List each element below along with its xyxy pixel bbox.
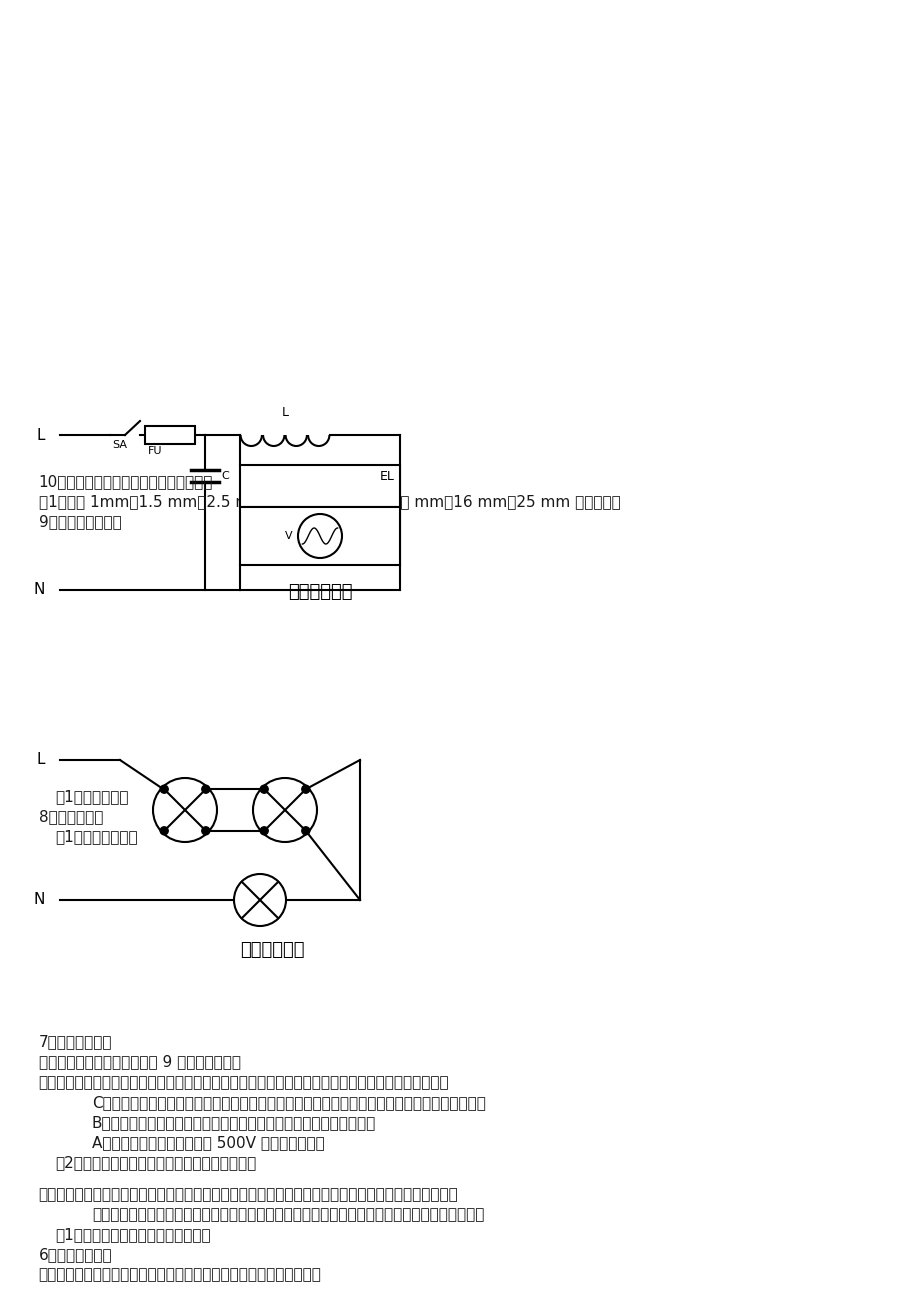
Circle shape	[160, 785, 168, 793]
Text: 10、三相鼠笼异步电机单向运行的接线图: 10、三相鼠笼异步电机单向运行的接线图	[39, 474, 213, 490]
Text: 双路电源或多路电源供电的变、配电所，在检修后或送点前，不论是否需要并列运行都必须进行核: 双路电源或多路电源供电的变、配电所，在检修后或送点前，不论是否需要并列运行都必须…	[92, 1207, 483, 1223]
Text: SA: SA	[112, 440, 127, 450]
Circle shape	[233, 874, 286, 926]
Text: 方法核另外两相。三项共核对 9 次，并做记录。: 方法核另外两相。三项共核对 9 次，并做记录。	[39, 1055, 241, 1070]
Text: 9、识别导线截面积: 9、识别导线截面积	[39, 514, 121, 530]
Text: N: N	[34, 892, 45, 907]
Text: 6、用电压表核相: 6、用电压表核相	[39, 1247, 112, 1263]
Text: L: L	[37, 753, 45, 767]
Text: （1）、绘制接线图: （1）、绘制接线图	[55, 829, 138, 845]
Text: L: L	[281, 406, 289, 419]
Text: B、分别测量每路电源的线电压，若不缺相，线电压正常则开始核相。: B、分别测量每路电源的线电压，若不缺相，线电压正常则开始核相。	[92, 1115, 376, 1130]
Text: C: C	[221, 471, 229, 480]
Text: 8、楼梯等接线: 8、楼梯等接线	[39, 810, 103, 824]
Circle shape	[253, 779, 317, 842]
Text: V: V	[285, 531, 292, 542]
Circle shape	[301, 827, 310, 835]
Text: A、低压选用万用表交流电压 500V 档进行相位核定: A、低压选用万用表交流电压 500V 档进行相位核定	[92, 1135, 324, 1151]
Bar	[145, 426, 195, 444]
Text: 7、日光灯的接线: 7、日光灯的接线	[39, 1035, 112, 1049]
Text: L: L	[37, 427, 45, 443]
Circle shape	[260, 827, 268, 835]
Circle shape	[153, 779, 217, 842]
Circle shape	[201, 785, 210, 793]
Circle shape	[301, 785, 310, 793]
Circle shape	[160, 827, 168, 835]
Text: （1）识别 1mm，1.5 mm，2.5 mm，4 mm，6 mm，10， mm，16 mm，25 mm 界面导线。: （1）识别 1mm，1.5 mm，2.5 mm，4 mm，6 mm，10， mm…	[39, 493, 619, 509]
Text: C、将万用表的一支测试棒接在一路电源的任意一相上，用另一支测试棒分别接触另一路电源的每: C、将万用表的一支测试棒接在一路电源的任意一相上，用另一支测试棒分别接触另一路电…	[92, 1095, 485, 1111]
Circle shape	[298, 514, 342, 559]
Text: 一相，如为同相则万用表指示电压数值近似于零；若为异相则万用表指示电压数为线电压，再用同样的: 一相，如为同相则万用表指示电压数值近似于零；若为异相则万用表指示电压数为线电压，…	[39, 1074, 448, 1090]
Text: （2）按核相操作步骤进行操作并判断测量结果。: （2）按核相操作步骤进行操作并判断测量结果。	[55, 1156, 256, 1170]
Bar	[240, 465, 400, 506]
Circle shape	[201, 827, 210, 835]
Text: N: N	[34, 582, 45, 598]
Text: 相。核相得主要目的是放置因误操作，而把两路电源误并列造成系统的停电事故及可能引起的电气火灾。: 相。核相得主要目的是放置因误操作，而把两路电源误并列造成系统的停电事故及可能引起…	[39, 1187, 458, 1202]
Text: FU: FU	[148, 447, 163, 456]
Text: 日光灯电路图: 日光灯电路图	[288, 583, 352, 602]
Text: （1）绘制接线图: （1）绘制接线图	[55, 789, 129, 805]
Text: 分钟，时间到后读数。先撇先后停表。摇完后需要对电容器进行放电。: 分钟，时间到后读数。先撇先后停表。摇完后需要对电容器进行放电。	[39, 1268, 321, 1282]
Text: 楼梯灯电路图: 楼梯灯电路图	[240, 941, 304, 960]
Text: EL: EL	[380, 470, 394, 483]
Bar	[240, 506, 400, 565]
Text: （1）说明在说明情况下需要核对相位: （1）说明在说明情况下需要核对相位	[55, 1226, 210, 1242]
Circle shape	[260, 785, 268, 793]
